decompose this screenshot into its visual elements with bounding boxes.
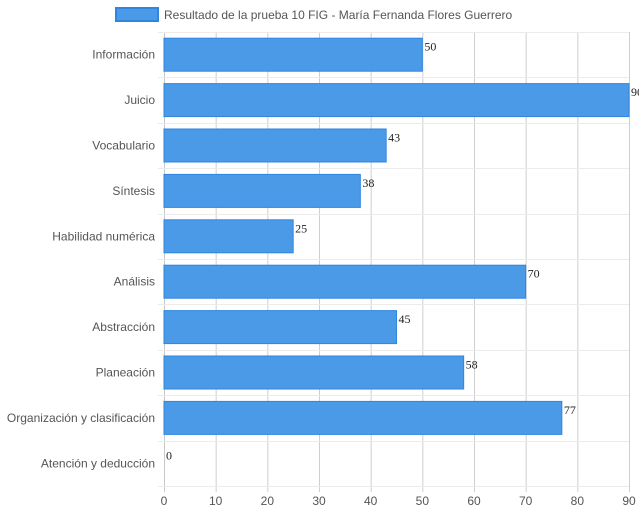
category-label: Análisis [114,275,155,289]
bars [163,37,630,435]
category-label: Planeación [96,366,155,380]
bar [163,355,465,390]
category-labels: Información Juicio Vocabulario Síntesis Habi… [7,48,155,471]
x-tick-label: 50 [416,494,430,508]
data-label: 25 [295,221,307,235]
legend-label: Resultado de la prueba 10 FIG - María Fe… [164,8,512,22]
data-label: 0 [166,448,172,462]
legend-swatch [115,7,159,22]
bar [163,310,397,345]
x-tick-label: 30 [312,494,326,508]
bar [163,400,563,435]
x-tick-label: 70 [519,494,533,508]
bar [163,83,630,118]
data-label: 58 [466,358,478,372]
bar [163,173,361,208]
category-label: Organización y clasificación [7,411,155,425]
category-label: Habilidad numérica [52,229,155,243]
category-label: Síntesis [112,184,155,198]
x-tick-labels: 0 10 20 30 40 50 60 70 80 90 [161,494,636,508]
x-tick-label: 20 [261,494,275,508]
category-label: Atención y deducción [41,456,155,470]
legend[interactable]: Resultado de la prueba 10 FIG - María Fe… [115,7,512,22]
data-label: 43 [388,131,400,145]
x-tick-label: 60 [467,494,481,508]
category-label: Vocabulario [92,139,155,153]
bar [163,128,387,163]
category-label: Información [92,48,155,62]
bar [163,37,423,72]
data-label: 77 [564,403,576,417]
category-label: Juicio [124,93,155,107]
bar [163,219,294,254]
x-tick-label: 80 [571,494,585,508]
data-label: 50 [424,40,436,54]
data-labels: 50 90 43 38 25 70 45 58 77 0 [166,40,639,463]
data-label: 38 [362,176,374,190]
data-label: 45 [399,312,411,326]
data-label: 70 [528,267,540,281]
category-label: Abstracción [92,320,155,334]
data-label: 90 [631,85,639,99]
x-tick-label: 90 [622,494,636,508]
x-tick-label: 0 [161,494,168,508]
bar [163,264,527,299]
x-tick-label: 10 [209,494,223,508]
x-tick-label: 40 [364,494,378,508]
